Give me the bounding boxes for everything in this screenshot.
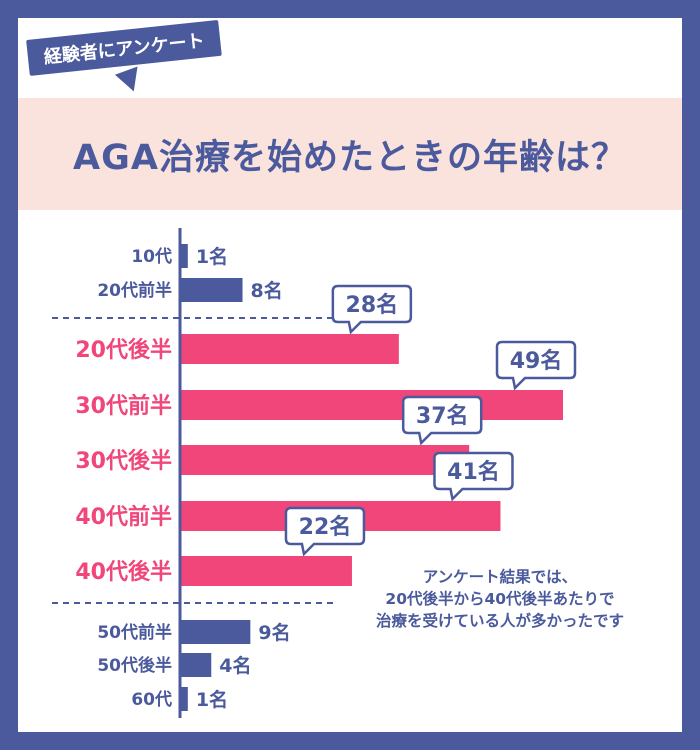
value-label-8: 9名 — [258, 621, 290, 644]
category-label-7: 40代後半 — [75, 559, 172, 585]
category-label-8: 50代前半 — [97, 622, 172, 643]
bar-2 — [180, 278, 243, 302]
category-label-9: 50代後半 — [97, 655, 172, 676]
bar-1 — [180, 244, 188, 268]
category-label-6: 40代前半 — [75, 504, 172, 530]
value-label-6: 41名 — [447, 459, 500, 485]
value-label-3: 28名 — [346, 292, 399, 318]
bar-10 — [180, 687, 188, 711]
title-band — [18, 98, 682, 210]
result-note: アンケート結果では、 20代後半から40代後半あたりで 治療を受けている人が多か… — [350, 566, 650, 632]
category-label-5: 30代後半 — [75, 448, 172, 474]
value-label-2: 8名 — [251, 279, 283, 302]
value-callout-4: 49名 — [495, 340, 577, 391]
bar-5 — [180, 445, 470, 475]
note-line-2: 20代後半から40代後半あたりで — [385, 590, 615, 608]
category-label-2: 20代前半 — [97, 280, 172, 301]
value-label-9: 4名 — [219, 654, 251, 677]
note-line-1: アンケート結果では、 — [422, 568, 578, 586]
value-callout-3: 28名 — [331, 284, 413, 335]
value-label-1: 1名 — [196, 245, 228, 268]
value-label-10: 1名 — [196, 688, 228, 711]
category-label-1: 10代 — [131, 246, 172, 267]
value-callout-5: 37名 — [401, 395, 483, 446]
bar-7 — [180, 556, 352, 586]
bar-3 — [180, 334, 399, 364]
value-callout-6: 41名 — [433, 451, 514, 502]
category-label-10: 60代 — [131, 689, 172, 710]
note-line-3: 治療を受けている人が多かったです — [375, 612, 624, 630]
chart-title: AGA治療を始めたときの年齢は？ — [73, 137, 627, 178]
value-label-7: 22名 — [299, 514, 352, 540]
bar-4 — [180, 390, 563, 420]
category-label-4: 30代前半 — [75, 393, 172, 419]
bar-9 — [180, 653, 212, 677]
value-label-5: 37名 — [416, 403, 469, 429]
category-label-3: 20代後半 — [75, 337, 172, 363]
value-label-4: 49名 — [510, 348, 563, 374]
value-callout-7: 22名 — [284, 506, 366, 557]
bar-8 — [180, 620, 251, 644]
